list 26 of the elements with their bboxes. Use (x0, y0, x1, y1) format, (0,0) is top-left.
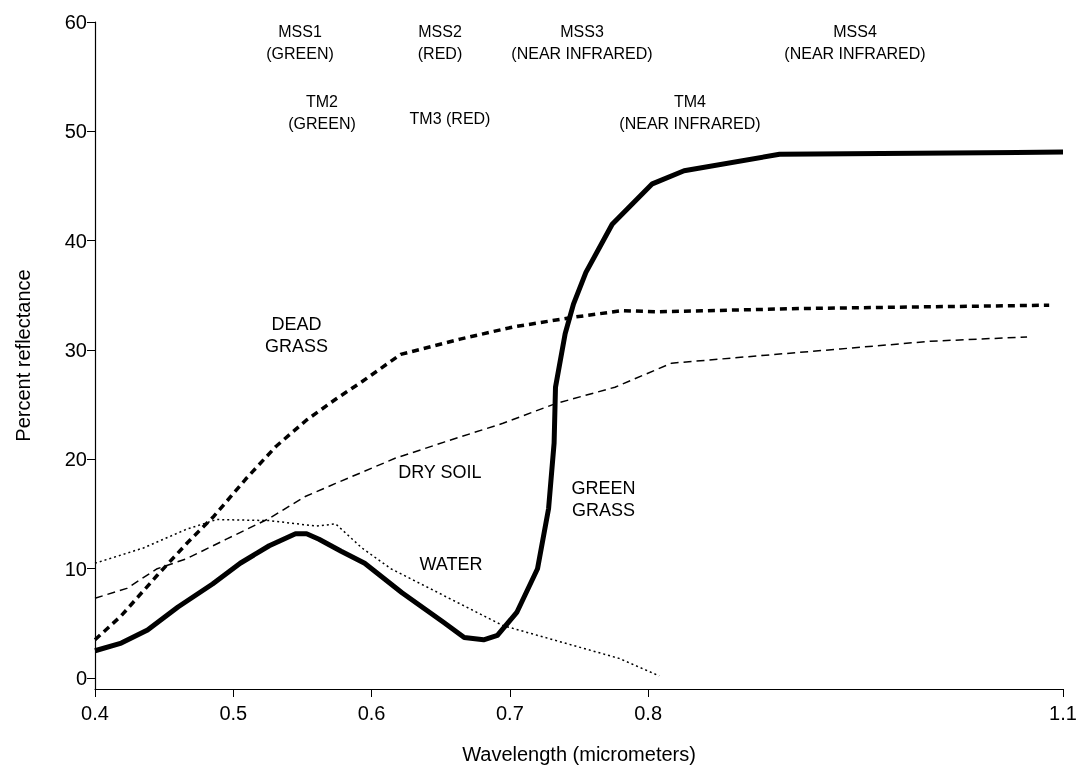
series-label: WATER (419, 553, 483, 574)
text: DEAD GRASS (265, 314, 329, 357)
annotation: TM4 (NEAR INFRARED) (619, 92, 761, 132)
x-tick-label: 0.7 (495, 702, 524, 724)
annotation: MSS4 (NEAR INFRARED) (784, 22, 926, 62)
x-tick-label: 0.8 (634, 702, 663, 724)
x-axis-title: Wavelength (micrometers) (462, 743, 696, 765)
x-tick-label: 0.5 (219, 702, 248, 724)
y-tick-label: 0 (75, 667, 87, 690)
y-tick-label: 50 (64, 120, 87, 143)
x-tick-label: 1.1 (1049, 702, 1077, 724)
annotation: MSS2 (RED) (417, 22, 463, 62)
y-tick-label: 10 (64, 557, 87, 580)
x-tick-label: 0.6 (357, 702, 386, 724)
annotation: MSS1 (GREEN) (266, 22, 334, 62)
y-tick-label: 30 (64, 339, 87, 362)
series-label: DRY SOIL (398, 461, 482, 482)
annotation: TM3 (RED) (409, 109, 491, 127)
y-tick-label: 40 (64, 229, 87, 252)
series-label: GREEN GRASS (571, 477, 636, 520)
annotation: TM2 (GREEN) (288, 92, 356, 132)
y-tick-label: 20 (64, 448, 87, 471)
annotation: MSS3 (NEAR INFRARED) (511, 22, 653, 62)
x-tick-label: 0.4 (81, 702, 109, 724)
y-tick-label: 60 (64, 11, 87, 33)
y-axis-title: Percent reflectance (12, 269, 34, 442)
